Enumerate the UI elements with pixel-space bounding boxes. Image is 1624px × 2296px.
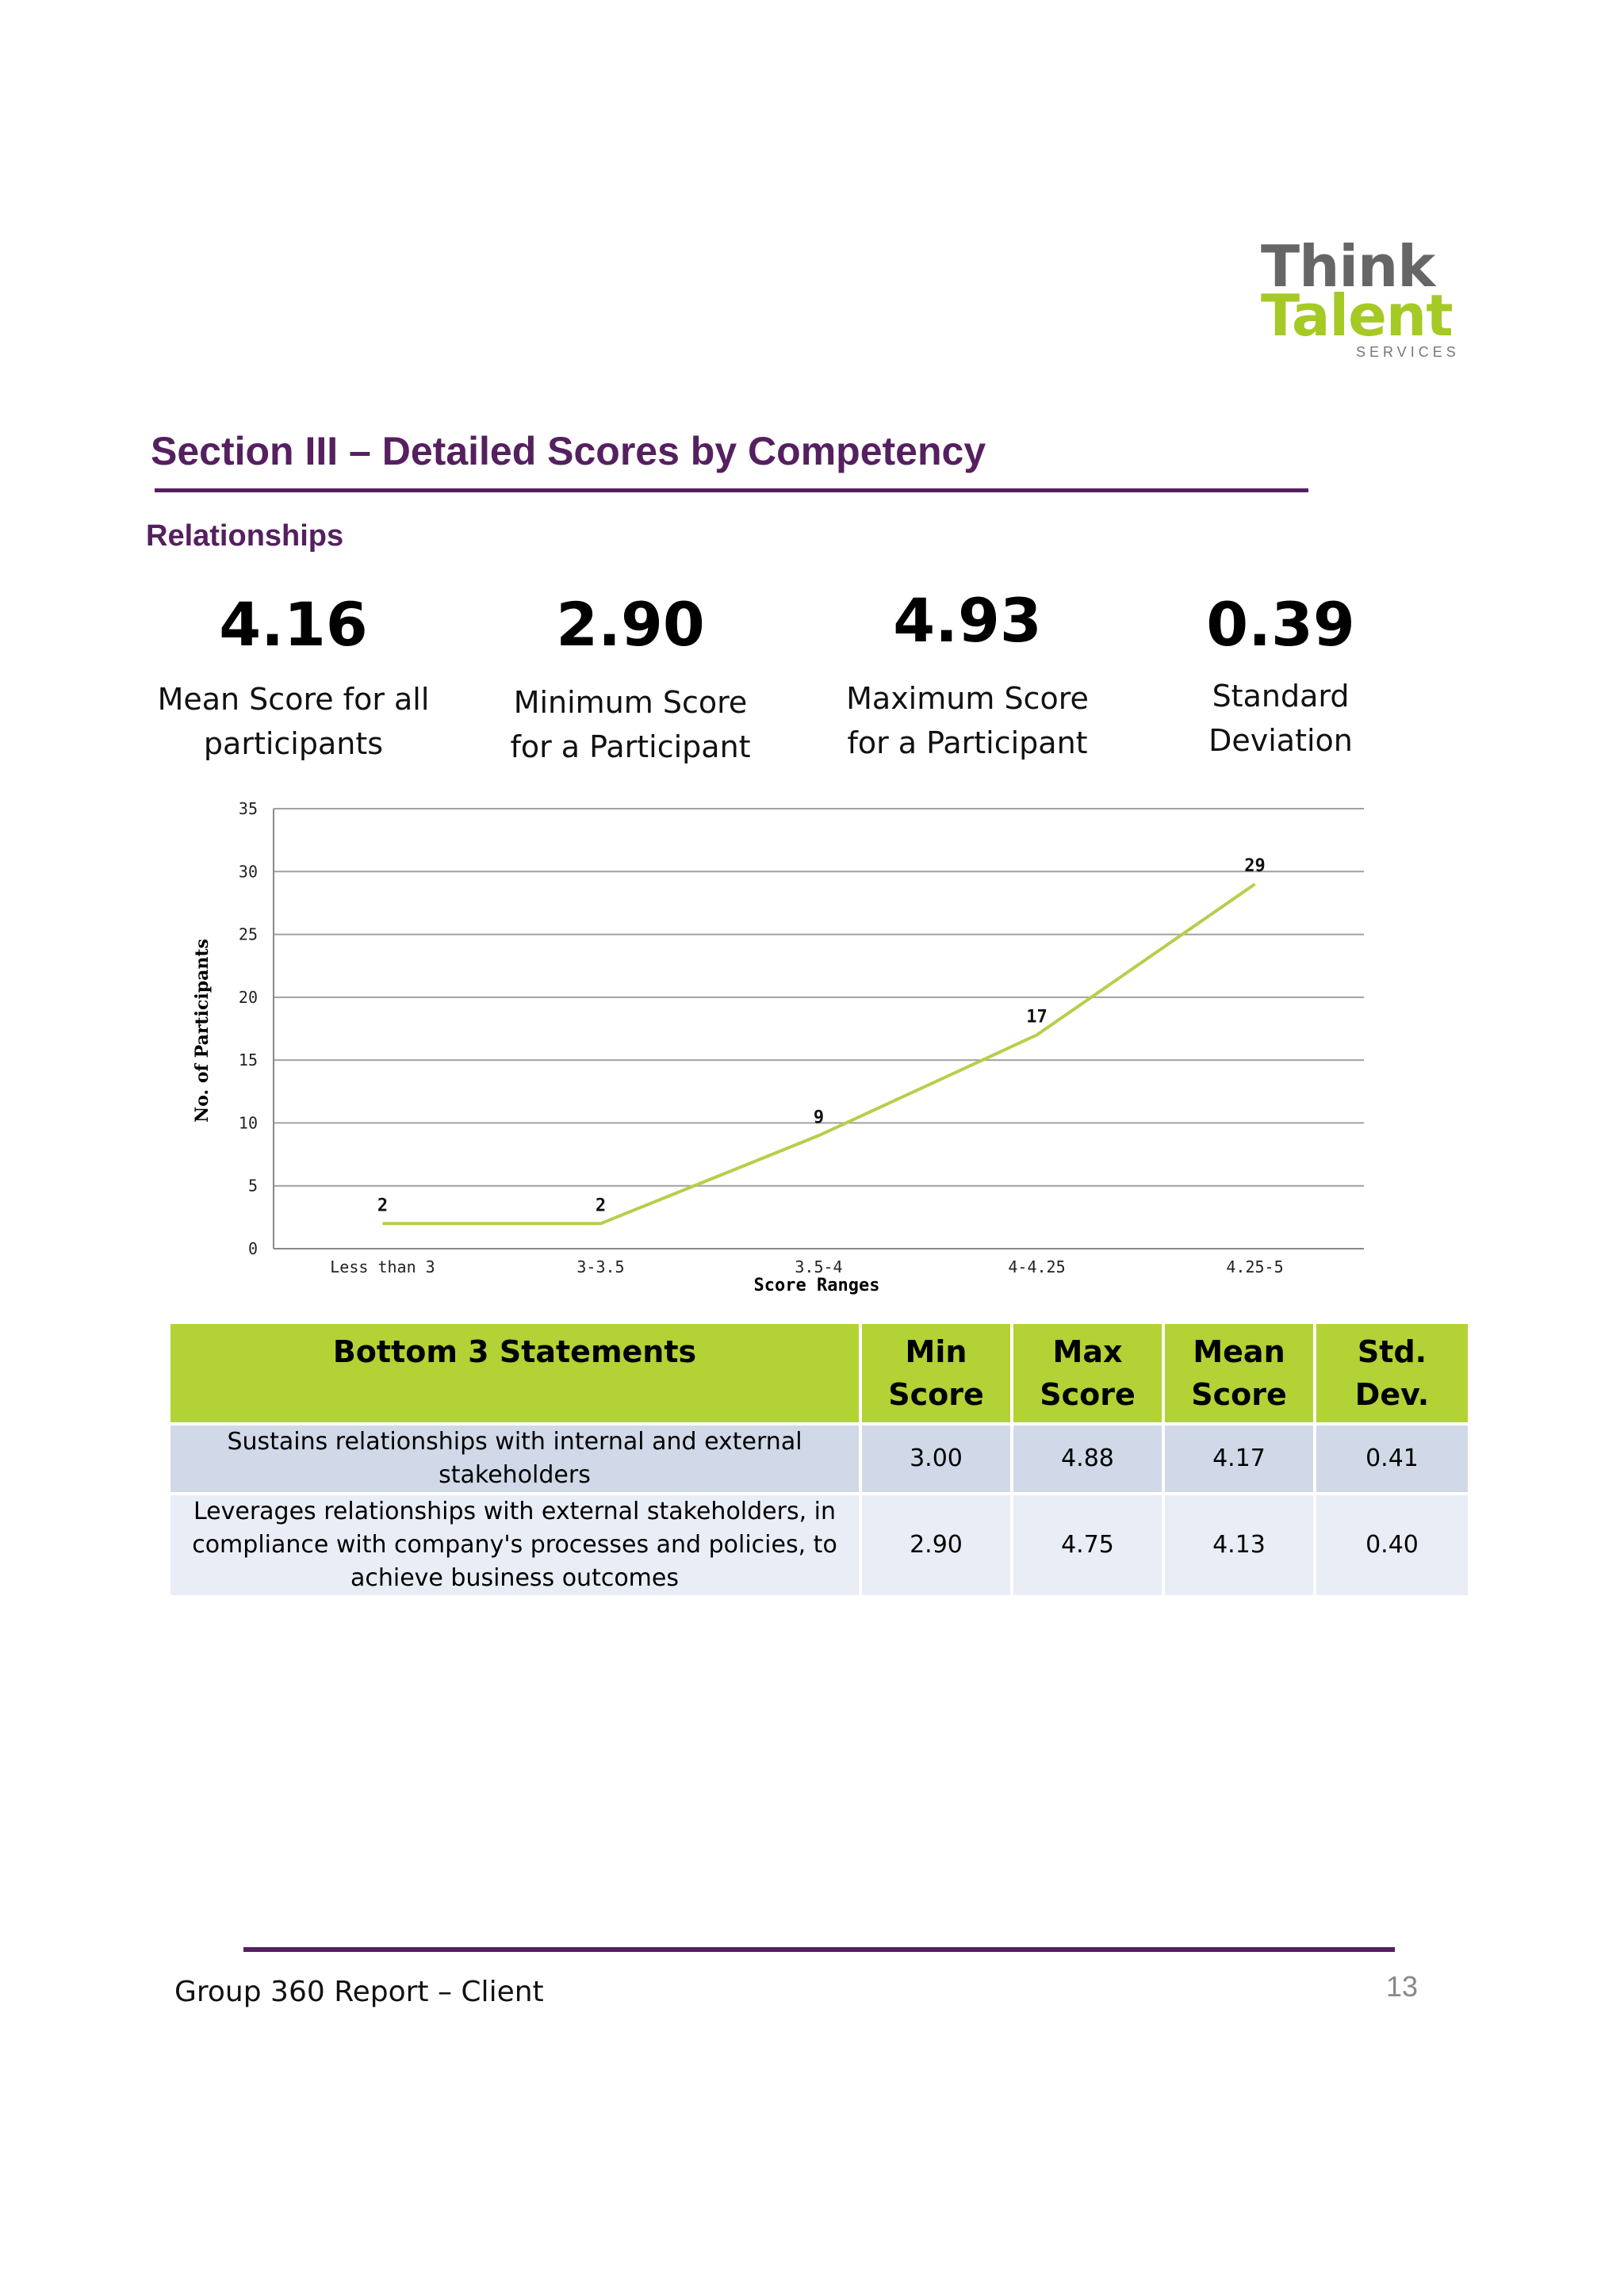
std-dev-cell: 0.41 (1315, 1422, 1468, 1494)
header-mean-line1: Mean (1193, 1334, 1285, 1369)
chart-y-tick-label: 35 (239, 799, 258, 818)
score-distribution-chart: 0 5 10 15 20 25 30 35 Less than 3 3-3.5 3.5-4 4-4.… (174, 785, 1396, 1308)
chart-data-label: 17 (1026, 1007, 1048, 1027)
header-min-line1: Min (905, 1334, 967, 1369)
chart-x-tick-label: 4.25-5 (1226, 1257, 1283, 1276)
header-max-score: Max Score (1012, 1324, 1165, 1424)
header-min-line2: Score (888, 1377, 984, 1412)
chart-x-tick-label: 3.5-4 (795, 1257, 842, 1276)
statement-line: compliance with company's processes and … (192, 1531, 837, 1559)
think-talent-logo: Think Talent SERVICES (1261, 238, 1483, 365)
chart-series-line (382, 882, 1256, 1226)
chart-y-tick-label: 15 (239, 1050, 258, 1070)
table-header-row: Bottom 3 Statements Min Score Max Score Me… (170, 1324, 1468, 1424)
chart-x-tick-label: 3-3.5 (576, 1257, 624, 1276)
table-row: Sustains relationships with internal and… (170, 1422, 1468, 1494)
section-divider (155, 488, 1308, 492)
logo-services-text: SERVICES (1356, 344, 1460, 360)
chart-x-tick-label: Less than 3 (330, 1257, 435, 1276)
logo-talent-text: Talent (1261, 282, 1454, 349)
chart-data-label: 2 (596, 1196, 606, 1215)
header-max-line1: Max (1052, 1334, 1123, 1369)
header-mean-score: Mean Score (1163, 1324, 1316, 1424)
header-sd-line1: Std. (1357, 1334, 1427, 1369)
max-score-cell: 4.88 (1012, 1422, 1165, 1494)
min-score-cell: 2.90 (860, 1492, 1013, 1595)
statement-line: stakeholders (439, 1461, 591, 1489)
chart-data-label: 2 (377, 1196, 388, 1215)
chart-y-tick-label: 5 (248, 1177, 258, 1196)
stat-mean-label-line2: participants (203, 726, 384, 761)
stat-mean: 4.16 Mean Score for all participants (151, 595, 436, 766)
page-number: 13 (1386, 1970, 1419, 2003)
chart-data-label: 29 (1244, 856, 1266, 876)
header-mean-line2: Score (1191, 1377, 1287, 1412)
stat-min-label-line2: for a Participant (510, 729, 751, 764)
stat-sd-label-line2: Deviation (1208, 723, 1353, 758)
chart-y-tick-label: 10 (239, 1113, 258, 1132)
stat-min-label-line1: Minimum Score (513, 685, 748, 720)
statement-line: Leverages relationships with external st… (193, 1498, 837, 1525)
bottom-statements-table: Bottom 3 Statements Min Score Max Score Me… (170, 1324, 1468, 1595)
chart-data-label: 9 (814, 1108, 824, 1127)
footer-report-name: Group 360 Report – Client (174, 1976, 544, 2008)
chart-y-tick-label: 30 (239, 862, 258, 881)
chart-grid (274, 808, 1364, 1187)
chart-y-tick-label: 0 (248, 1239, 258, 1258)
chart-x-axis-label: Score Ranges (754, 1276, 880, 1295)
subsection-title: Relationships (146, 519, 344, 553)
logo-think-text: Think (1261, 233, 1435, 300)
chart-axes (273, 809, 1364, 1249)
mean-score-cell: 4.13 (1163, 1492, 1316, 1595)
chart-y-axis-label: No. of Participants (192, 939, 213, 1123)
mean-score-cell: 4.17 (1163, 1422, 1316, 1494)
section-title: Section III – Detailed Scores by Compete… (151, 429, 986, 473)
stat-sd-value: 0.39 (1206, 589, 1355, 660)
stat-max: 4.93 Maximum Score for a Participant (825, 591, 1110, 765)
stat-min: 2.90 Minimum Score for a Participant (492, 595, 769, 769)
stat-sd-label-line1: Standard (1212, 679, 1350, 714)
stat-min-value: 2.90 (556, 589, 705, 660)
statement-line: achieve business outcomes (350, 1564, 679, 1592)
footer-divider (243, 1947, 1395, 1952)
std-dev-cell: 0.40 (1315, 1492, 1468, 1595)
chart-y-tick-label: 20 (239, 988, 258, 1007)
chart-x-ticks: Less than 3 3-3.5 3.5-4 4-4.25 4.25-5 (330, 1257, 1283, 1276)
header-statements-text: Bottom 3 Statements (332, 1334, 697, 1369)
stat-mean-label-line1: Mean Score for all (157, 682, 430, 717)
stat-mean-value: 4.16 (219, 589, 368, 660)
header-statements: Bottom 3 Statements (170, 1324, 862, 1424)
stat-max-value: 4.93 (893, 585, 1042, 656)
chart-y-tick-label: 25 (239, 925, 258, 944)
header-sd-line2: Dev. (1354, 1377, 1430, 1412)
header-max-line2: Score (1040, 1377, 1136, 1412)
min-score-cell: 3.00 (860, 1422, 1013, 1494)
stat-max-label-line2: for a Participant (847, 725, 1088, 760)
header-min-score: Min Score (860, 1324, 1013, 1424)
statement-line: Sustains relationships with internal and… (227, 1428, 802, 1456)
table-row: Leverages relationships with external st… (170, 1492, 1468, 1595)
max-score-cell: 4.75 (1012, 1492, 1165, 1595)
stat-sd: 0.39 Standard Deviation (1158, 595, 1404, 763)
statement-cell: Leverages relationships with external st… (170, 1492, 862, 1595)
statement-cell: Sustains relationships with internal and… (170, 1422, 862, 1494)
chart-series (382, 882, 1256, 1226)
chart-y-ticks: 0 5 10 15 20 25 30 35 (239, 799, 258, 1258)
chart-svg: 0 5 10 15 20 25 30 35 Less than 3 3-3.5 3.5-4 4-4.… (192, 799, 1364, 1295)
header-std-dev: Std. Dev. (1315, 1324, 1468, 1424)
stat-max-label-line1: Maximum Score (846, 681, 1089, 716)
chart-x-tick-label: 4-4.25 (1008, 1257, 1065, 1276)
